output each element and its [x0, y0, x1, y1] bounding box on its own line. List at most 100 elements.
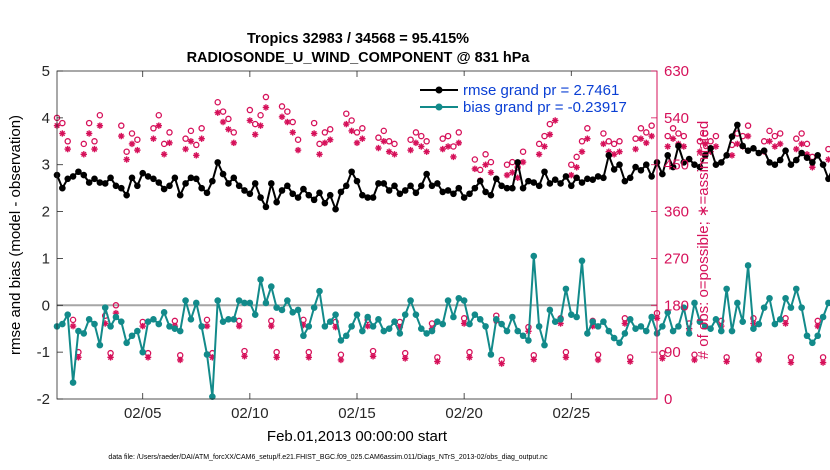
obs-possible-point	[407, 136, 414, 143]
bias-point	[562, 285, 570, 293]
rmse-point	[359, 191, 366, 199]
bias-point	[316, 287, 323, 295]
bias-point	[160, 309, 168, 316]
rmse-point	[316, 189, 323, 197]
obs-assimilated-stroke	[611, 151, 617, 158]
bias-point	[701, 323, 709, 330]
obs-assimilated-stroke	[134, 147, 141, 153]
obs-assimilated-point	[418, 143, 425, 150]
obs-assimilated-point	[128, 140, 136, 148]
bias-point	[750, 325, 757, 333]
obs-possible-point	[198, 125, 205, 132]
rmse-point	[605, 152, 613, 159]
obs-assimilated-stroke	[488, 169, 494, 176]
obs-possible-point	[675, 130, 682, 137]
obs-possible-point	[825, 145, 830, 153]
rmse-point	[267, 180, 275, 187]
obs-assimilated-point	[182, 145, 189, 153]
obs-assimilated-stroke	[584, 135, 591, 142]
bias-point	[59, 320, 66, 328]
obs-assimilated-stroke	[193, 152, 200, 159]
obs-assimilated-stroke	[723, 358, 730, 365]
obs-possible-point	[418, 132, 425, 140]
obs-assimilated-stroke	[702, 141, 708, 147]
rmse-point	[530, 179, 538, 186]
obs-assimilated-point	[728, 152, 736, 159]
rmse-point	[300, 185, 307, 193]
bias-point	[798, 304, 805, 311]
obs-assimilated-point	[632, 145, 639, 153]
obs-possible-point	[112, 302, 120, 309]
rmse-point	[803, 154, 811, 161]
bias-point	[428, 327, 436, 335]
obs-assimilated-point	[230, 139, 237, 147]
bias-point	[219, 318, 227, 325]
obs-assimilated-stroke	[691, 357, 698, 363]
rmse-point	[128, 174, 136, 182]
rmse-point	[610, 166, 618, 173]
bias-point	[150, 316, 157, 323]
bias-point	[600, 318, 607, 325]
obs-assimilated-stroke	[638, 135, 644, 142]
obs-assimilated-point	[364, 322, 371, 330]
obs-assimilated-stroke	[247, 117, 253, 124]
y-tick-label: 4	[42, 110, 50, 127]
rmse-point	[798, 149, 805, 157]
obs-possible-point	[669, 125, 677, 132]
obs-assimilated-stroke	[456, 140, 462, 146]
bias-point	[380, 327, 388, 335]
obs-possible-point	[444, 132, 452, 140]
rmse-point	[182, 180, 189, 187]
bias-point	[353, 311, 361, 318]
rmse-point	[771, 161, 779, 169]
rmse-point	[112, 182, 120, 190]
x-tick-label: 02/25	[553, 405, 591, 422]
obs-assimilated-stroke	[472, 166, 478, 172]
y-right-tick-label: 270	[664, 250, 689, 267]
obs-possible-point	[643, 129, 650, 136]
obs-assimilated-stroke	[670, 135, 676, 142]
obs-assimilated-point	[696, 148, 704, 155]
obs-assimilated-stroke	[70, 323, 76, 329]
obs-assimilated-stroke	[498, 360, 505, 367]
obs-assimilated-point	[214, 109, 221, 116]
rmse-point	[578, 179, 586, 186]
rmse-point	[717, 159, 725, 166]
bias-point	[241, 299, 248, 307]
obs-possible-point	[471, 156, 479, 163]
obs-assimilated-stroke	[418, 143, 425, 150]
obs-assimilated-point	[380, 138, 387, 145]
obs-assimilated-stroke	[407, 147, 414, 153]
obs-assimilated-stroke	[439, 146, 446, 152]
obs-assimilated-stroke	[514, 174, 521, 181]
bias-point	[144, 318, 152, 325]
obs-possible-point	[214, 98, 221, 106]
obs-assimilated-stroke	[220, 119, 226, 125]
rmse-point	[792, 156, 800, 164]
obs-assimilated-stroke	[289, 129, 296, 136]
rmse-point	[782, 147, 789, 154]
obs-possible-point	[755, 351, 763, 358]
obs-assimilated-point	[278, 113, 286, 121]
bias-point	[75, 327, 82, 335]
obs-possible-point	[134, 136, 141, 143]
obs-assimilated-point	[669, 135, 677, 142]
obs-possible-point	[326, 126, 334, 133]
obs-assimilated-point	[766, 138, 773, 145]
rmse-point	[332, 205, 339, 213]
obs-assimilated-point	[734, 140, 741, 148]
rmse-point	[659, 170, 666, 178]
rmse-point	[691, 161, 698, 169]
obs-assimilated-stroke	[547, 131, 553, 138]
obs-assimilated-stroke	[745, 133, 751, 139]
bias-point	[525, 337, 532, 344]
bias-series-group	[53, 252, 830, 400]
rmse-point	[642, 161, 650, 169]
bias-point	[401, 311, 409, 318]
rmse-point	[482, 188, 489, 196]
rmse-point	[423, 170, 430, 178]
obs-assimilated-point	[471, 165, 479, 173]
obs-assimilated-stroke	[541, 143, 548, 150]
rmse-point	[637, 167, 645, 174]
obs-assimilated-point	[225, 126, 232, 133]
